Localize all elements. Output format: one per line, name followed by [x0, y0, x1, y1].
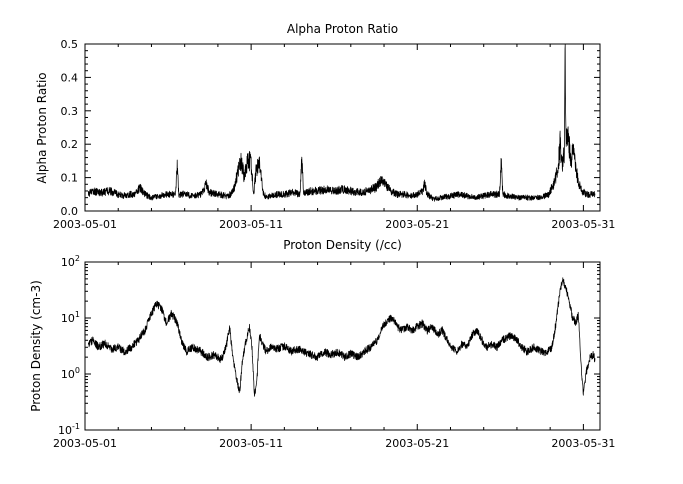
svg-text:0.2: 0.2: [61, 138, 79, 151]
svg-text:2003-05-01: 2003-05-01: [53, 218, 117, 231]
svg-text:2003-05-11: 2003-05-11: [219, 218, 283, 231]
svg-text:0.3: 0.3: [61, 105, 79, 118]
svg-text:0.5: 0.5: [61, 38, 79, 51]
svg-text:0.0: 0.0: [61, 205, 79, 218]
svg-text:101: 101: [61, 310, 80, 325]
svg-text:2003-05-11: 2003-05-11: [219, 437, 283, 450]
chart2-title: Proton Density (/cc): [283, 238, 402, 252]
chart1-title: Alpha Proton Ratio: [286, 22, 399, 36]
svg-text:0.4: 0.4: [61, 71, 79, 84]
chart1-y-axis-label: Alpha Proton Ratio: [35, 72, 49, 184]
svg-text:10-1: 10-1: [58, 422, 80, 437]
svg-text:102: 102: [61, 254, 80, 269]
svg-text:2003-05-01: 2003-05-01: [53, 437, 117, 450]
svg-text:0.1: 0.1: [61, 172, 79, 185]
svg-text:2003-05-31: 2003-05-31: [551, 437, 615, 450]
svg-text:2003-05-21: 2003-05-21: [385, 437, 449, 450]
svg-text:100: 100: [61, 366, 80, 381]
chart2-y-axis-label: Proton Density (cm-3): [29, 280, 43, 412]
svg-text:2003-05-31: 2003-05-31: [551, 218, 615, 231]
svg-text:2003-05-21: 2003-05-21: [385, 218, 449, 231]
